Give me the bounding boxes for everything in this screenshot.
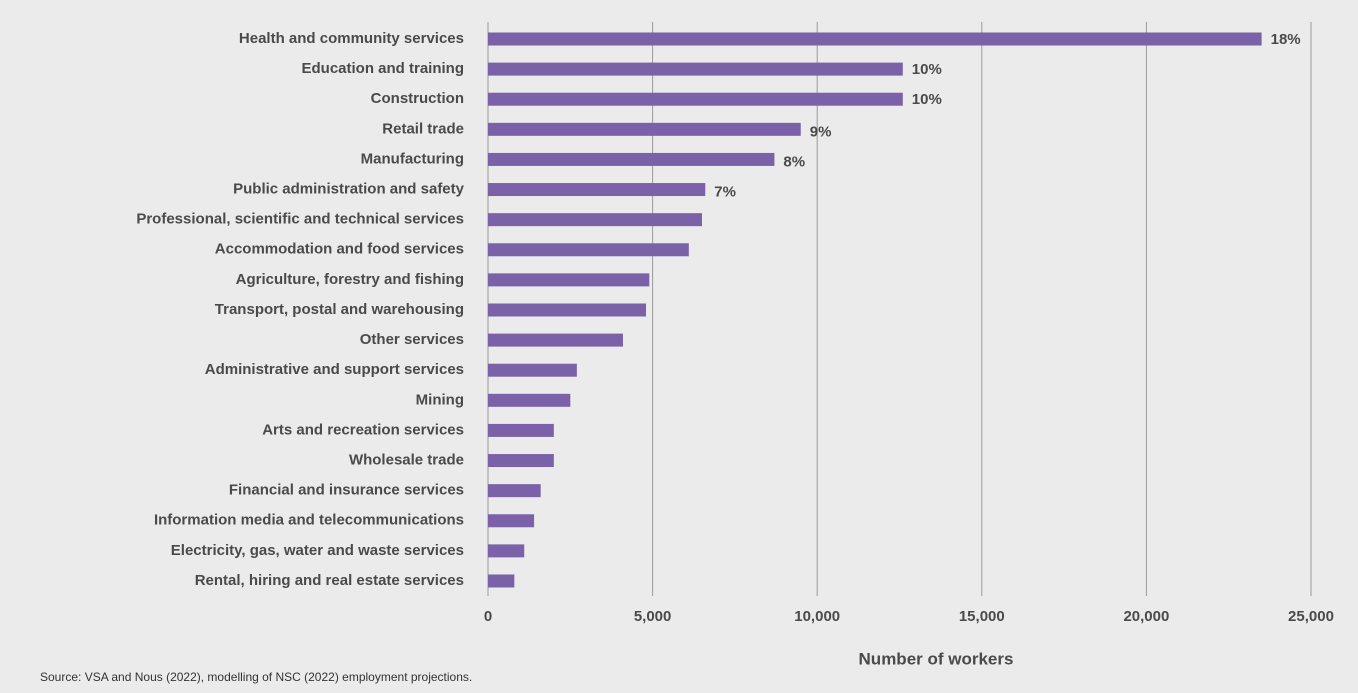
bar bbox=[488, 213, 702, 227]
bar bbox=[488, 303, 647, 317]
y-tick-label: Information media and telecommunications bbox=[154, 512, 464, 529]
bar bbox=[488, 62, 903, 76]
y-tick-label: Public administration and safety bbox=[233, 181, 465, 198]
x-tick-label: 0 bbox=[484, 608, 492, 625]
x-tick-label: 15,000 bbox=[959, 608, 1005, 625]
y-tick-label: Retail trade bbox=[382, 120, 464, 137]
y-tick-label: Electricity, gas, water and waste servic… bbox=[171, 542, 464, 559]
x-tick-label: 25,000 bbox=[1288, 608, 1334, 625]
bar bbox=[488, 363, 577, 377]
bar bbox=[488, 514, 535, 528]
y-tick-label: Administrative and support services bbox=[205, 361, 464, 378]
y-tick-label: Transport, postal and warehousing bbox=[215, 301, 464, 318]
y-tick-label: Agriculture, forestry and fishing bbox=[236, 271, 464, 288]
data-label: 8% bbox=[783, 153, 805, 170]
y-tick-label: Construction bbox=[371, 90, 464, 107]
bar bbox=[488, 243, 689, 257]
bar bbox=[488, 393, 571, 407]
data-label: 9% bbox=[810, 123, 832, 140]
bar bbox=[488, 183, 706, 197]
data-label: 18% bbox=[1271, 31, 1301, 48]
bar bbox=[488, 92, 903, 106]
source-note: Source: VSA and Nous (2022), modelling o… bbox=[40, 670, 472, 684]
y-tick-label: Wholesale trade bbox=[349, 452, 464, 469]
bar bbox=[488, 454, 554, 468]
data-label: 10% bbox=[912, 61, 942, 78]
y-tick-label: Education and training bbox=[301, 60, 464, 77]
bar bbox=[488, 32, 1262, 46]
bar bbox=[488, 574, 515, 588]
bar bbox=[488, 122, 801, 136]
bar bbox=[488, 484, 541, 498]
y-tick-label: Financial and insurance services bbox=[229, 482, 464, 499]
y-tick-label: Other services bbox=[360, 331, 464, 348]
bar bbox=[488, 423, 554, 437]
y-tick-label: Arts and recreation services bbox=[262, 421, 464, 438]
x-tick-label: 10,000 bbox=[794, 608, 840, 625]
x-tick-label: 5,000 bbox=[634, 608, 672, 625]
data-label: 7% bbox=[714, 184, 736, 201]
data-label: 10% bbox=[912, 91, 942, 108]
y-tick-label: Rental, hiring and real estate services bbox=[195, 572, 464, 589]
bar bbox=[488, 273, 650, 287]
x-axis-title: Number of workers bbox=[859, 649, 1014, 668]
x-tick-label: 20,000 bbox=[1123, 608, 1169, 625]
bar bbox=[488, 544, 525, 558]
y-tick-label: Health and community services bbox=[239, 30, 464, 47]
y-tick-label: Mining bbox=[416, 391, 464, 408]
y-tick-label: Accommodation and food services bbox=[215, 241, 464, 258]
bar bbox=[488, 333, 623, 347]
bar bbox=[488, 152, 775, 166]
y-tick-label: Manufacturing bbox=[361, 150, 464, 167]
y-tick-label: Professional, scientific and technical s… bbox=[136, 211, 464, 228]
